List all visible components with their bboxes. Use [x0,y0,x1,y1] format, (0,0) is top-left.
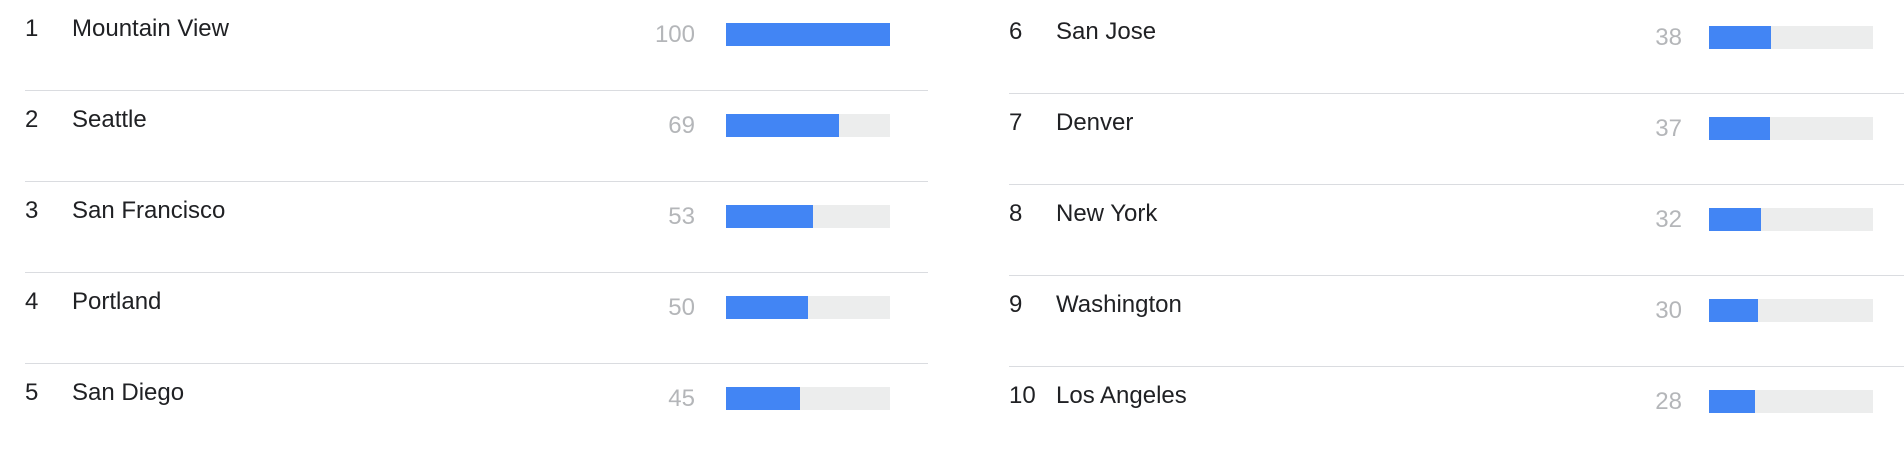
interest-bar-fill [726,114,840,137]
interest-value: 37 [1655,115,1682,142]
interest-value: 28 [1655,388,1682,415]
ranking-column-right: 6 San Jose 38 7 Denver 37 8 New York 32 … [1009,3,1904,458]
list-item[interactable]: 10 Los Angeles 28 [1009,367,1904,458]
interest-bar-fill [1709,390,1755,413]
city-name: San Diego [72,379,185,406]
rank-number: 7 [1009,109,1023,136]
city-name: Washington [1056,291,1182,318]
interest-bar-fill [1709,208,1762,231]
interest-bar-fill [1709,26,1772,49]
city-name: Los Angeles [1056,382,1187,409]
interest-bar [726,296,890,319]
city-name: Denver [1056,109,1134,136]
interest-value: 100 [654,21,695,48]
city-name: Mountain View [72,15,229,42]
interest-value: 30 [1655,297,1682,324]
interest-bar-fill [1709,299,1759,322]
interest-value: 38 [1655,24,1682,51]
interest-bar [726,387,890,410]
interest-bar [726,205,890,228]
list-item[interactable]: 6 San Jose 38 [1009,3,1904,94]
interest-value: 45 [668,385,695,412]
city-name: San Jose [1056,18,1157,45]
city-name: San Francisco [72,197,226,224]
interest-bar [726,114,890,137]
interest-bar-fill [726,296,808,319]
rank-number: 6 [1009,18,1023,45]
interest-bar [1709,117,1873,140]
list-item[interactable]: 5 San Diego 45 [25,364,928,455]
interest-bar [1709,208,1873,231]
city-name: Seattle [72,106,147,133]
rank-number: 4 [25,288,39,315]
interest-bar-fill [726,23,890,46]
interest-bar [1709,390,1873,413]
interest-bar-fill [726,205,813,228]
city-name: New York [1056,200,1158,227]
rank-number: 1 [25,15,39,42]
rank-number: 2 [25,106,39,133]
ranking-column-left: 1 Mountain View 100 2 Seattle 69 3 San F… [25,0,928,455]
interest-bar [1709,26,1873,49]
interest-bar-fill [1709,117,1770,140]
list-item[interactable]: 4 Portland 50 [25,273,928,364]
list-item[interactable]: 7 Denver 37 [1009,94,1904,185]
interest-value: 53 [668,203,695,230]
rank-number: 10 [1009,382,1036,409]
rank-number: 5 [25,379,39,406]
list-item[interactable]: 8 New York 32 [1009,185,1904,276]
interest-bar [726,23,890,46]
interest-bar [1709,299,1873,322]
city-name: Portland [72,288,162,315]
rank-number: 3 [25,197,39,224]
list-item[interactable]: 3 San Francisco 53 [25,182,928,273]
interest-value: 69 [668,112,695,139]
interest-bar-fill [726,387,800,410]
list-item[interactable]: 2 Seattle 69 [25,91,928,182]
rank-number: 9 [1009,291,1023,318]
rank-number: 8 [1009,200,1023,227]
interest-value: 32 [1655,206,1682,233]
list-item[interactable]: 9 Washington 30 [1009,276,1904,367]
interest-value: 50 [668,294,695,321]
list-item[interactable]: 1 Mountain View 100 [25,0,928,91]
